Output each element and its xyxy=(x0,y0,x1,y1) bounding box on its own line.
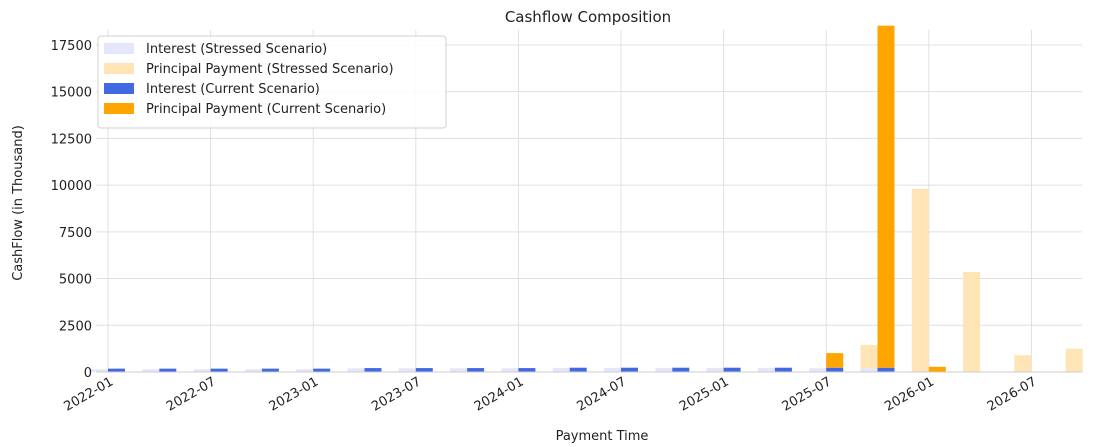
bar-interest-current-scenario xyxy=(621,367,638,372)
y-axis-title: CashFlow (in Thousand) xyxy=(11,125,26,281)
legend-box xyxy=(97,35,447,129)
x-tick-label: 2022-07 xyxy=(164,374,219,414)
legend-swatch xyxy=(104,103,134,114)
bar-interest-stressed-scenario xyxy=(501,368,519,372)
bar-interest-stressed-scenario xyxy=(142,369,160,372)
bar-interest-stressed-scenario xyxy=(809,368,827,372)
bar-interest-stressed-scenario xyxy=(450,368,468,372)
bar-interest-current-scenario xyxy=(672,367,690,372)
x-tick-label: 2025-01 xyxy=(677,374,732,414)
legend: Interest (Stressed Scenario) Principal Pa… xyxy=(97,35,447,129)
x-axis: 2022-01 2022-07 2023-01 2023-07 2024-01 2024-… xyxy=(61,371,1082,415)
y-axis: 0 2500 5000 7500 10000 12500 15000 17500 xyxy=(51,39,92,381)
x-axis-title: Payment Time xyxy=(556,429,649,444)
bar-principal-payment-stressed-scenario xyxy=(1014,355,1032,372)
bar-principal-payment-stressed-scenario xyxy=(963,272,981,372)
bar-interest-current-scenario xyxy=(108,368,125,372)
bar-interest-stressed-scenario xyxy=(706,367,724,372)
y-tick-label: 2500 xyxy=(59,319,92,334)
bar-interest-current-scenario xyxy=(774,367,792,372)
bar-interest-stressed-scenario xyxy=(244,369,262,372)
x-tick-label: 2026-01 xyxy=(882,374,937,414)
bar-interest-current-scenario xyxy=(518,368,536,372)
bar-interest-current-scenario xyxy=(159,368,177,372)
bar-interest-stressed-scenario xyxy=(757,367,775,372)
bar-interest-stressed-scenario xyxy=(296,369,314,372)
bar-interest-current-scenario xyxy=(877,367,895,372)
y-tick-label: 15000 xyxy=(51,86,92,101)
y-tick-label: 12500 xyxy=(51,132,92,147)
bar-interest-current-scenario xyxy=(723,367,741,372)
bar-principal-payment-stressed-scenario xyxy=(911,188,929,372)
bar-principal-payment-current-scenario xyxy=(928,366,946,372)
legend-label: Interest (Stressed Scenario) xyxy=(146,42,327,57)
bar-interest-stressed-scenario xyxy=(655,367,673,372)
bar-interest-current-scenario xyxy=(261,368,279,372)
bar-interest-stressed-scenario xyxy=(193,369,211,372)
x-tick-label: 2024-07 xyxy=(574,374,629,414)
y-tick-label: 5000 xyxy=(59,273,92,288)
x-tick-label: 2023-01 xyxy=(267,374,322,414)
bar-interest-current-scenario xyxy=(826,367,844,372)
y-tick-label: 0 xyxy=(84,366,92,381)
x-tick-label: 2025-07 xyxy=(780,374,835,414)
bar-interest-stressed-scenario xyxy=(91,369,108,372)
x-tick-label: 2026-07 xyxy=(985,374,1040,414)
legend-label: Principal Payment (Current Scenario) xyxy=(146,102,386,117)
x-tick-label: 2023-07 xyxy=(369,374,424,414)
chart-title: Cashflow Composition xyxy=(505,8,671,26)
bar-interest-stressed-scenario xyxy=(347,368,365,372)
legend-swatch xyxy=(104,43,134,54)
bars xyxy=(91,25,1083,372)
bar-interest-current-scenario xyxy=(569,367,587,372)
y-tick-label: 10000 xyxy=(51,179,92,194)
bar-interest-stressed-scenario xyxy=(552,367,570,372)
bar-interest-stressed-scenario xyxy=(604,367,621,372)
bar-principal-payment-stressed-scenario xyxy=(1065,348,1083,372)
legend-swatch xyxy=(104,83,134,94)
bar-principal-payment-current-scenario xyxy=(877,25,895,368)
bar-interest-current-scenario xyxy=(313,368,331,372)
y-tick-label: 7500 xyxy=(59,226,92,241)
bar-principal-payment-stressed-scenario xyxy=(860,344,878,369)
x-tick-label: 2024-01 xyxy=(472,374,527,414)
bar-interest-current-scenario xyxy=(415,368,433,372)
legend-swatch xyxy=(104,63,134,74)
legend-label: Principal Payment (Stressed Scenario) xyxy=(146,62,394,77)
bar-interest-current-scenario xyxy=(210,368,228,372)
bar-interest-current-scenario xyxy=(364,368,382,372)
bar-interest-current-scenario xyxy=(467,368,485,372)
bar-interest-stressed-scenario xyxy=(860,368,878,372)
y-tick-label: 17500 xyxy=(51,39,92,54)
bar-interest-stressed-scenario xyxy=(398,368,416,372)
legend-label: Interest (Current Scenario) xyxy=(146,82,320,97)
bar-principal-payment-current-scenario xyxy=(826,353,844,368)
